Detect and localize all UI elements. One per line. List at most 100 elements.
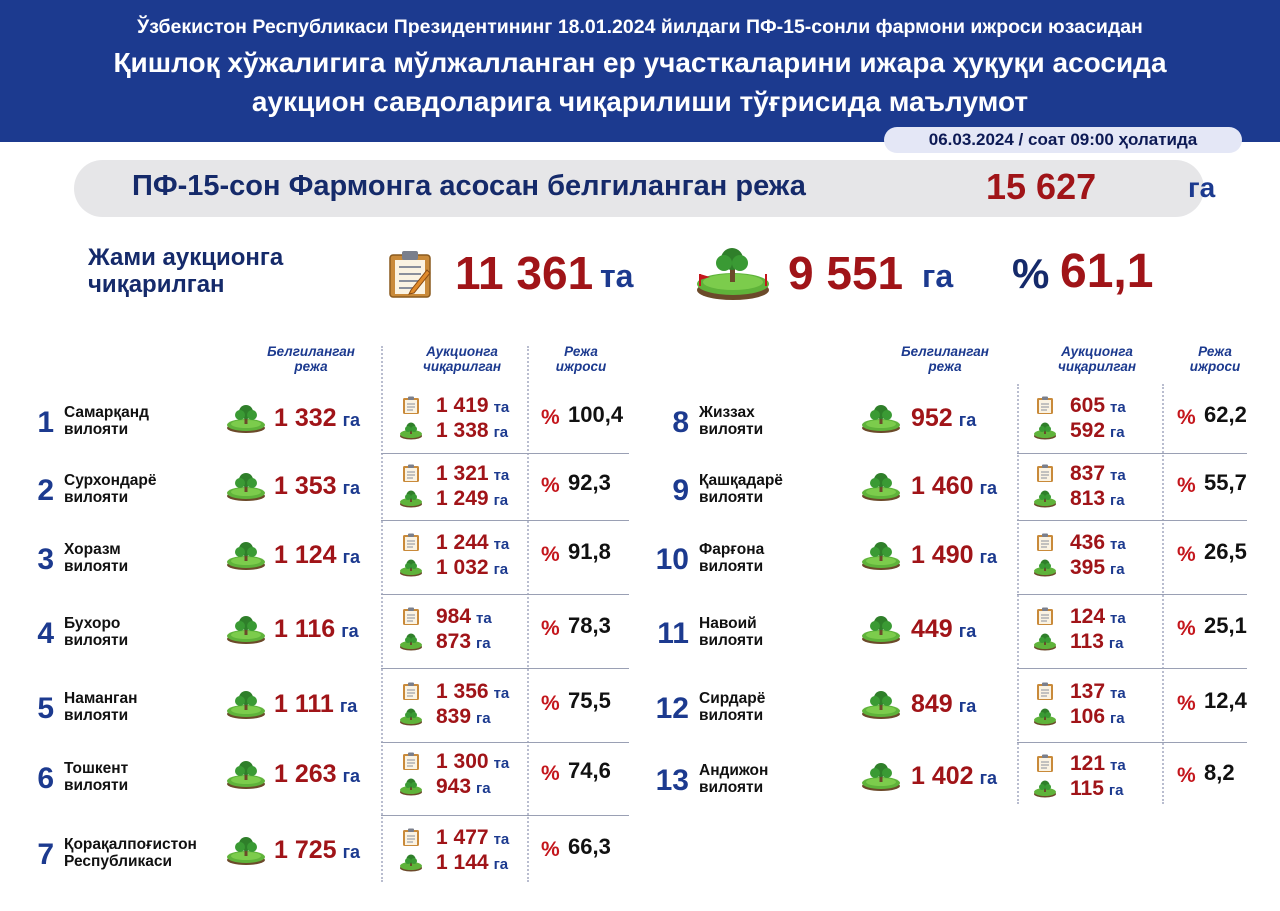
region-auction-area: 1 144 га <box>436 851 508 875</box>
colhead-text: Белгиланган <box>267 344 355 359</box>
region-count-value: 984 <box>436 605 472 628</box>
region-area-value: 943 <box>436 775 472 798</box>
land-plot-icon <box>226 836 266 866</box>
region-plan: 1 725 га <box>274 836 360 865</box>
colhead-text: чиқарилган <box>1057 359 1137 374</box>
land-plot-icon <box>861 541 901 571</box>
unit-ga: га <box>979 768 998 788</box>
unit-ga: га <box>1110 710 1125 727</box>
clipboard-icon <box>1036 396 1054 415</box>
region-plan: 1 353 га <box>274 472 360 501</box>
region-area-value: 1 249 <box>436 487 489 510</box>
unit-ga: га <box>342 410 361 430</box>
unit-ta: та <box>1110 536 1126 553</box>
unit-ga: га <box>342 842 361 862</box>
summary-area-unit: га <box>922 258 954 294</box>
date-badge: 06.03.2024 / соат 09:00 ҳолатида <box>884 127 1242 153</box>
unit-ta: та <box>493 831 510 848</box>
land-plot-icon <box>861 404 901 434</box>
region-auction-area: 1 338 га <box>436 419 508 443</box>
region-plan: 1 460 га <box>911 472 997 501</box>
unit-ga: га <box>493 856 509 873</box>
region-count-value: 837 <box>1070 462 1106 485</box>
row-separator <box>1017 520 1247 521</box>
column-separator <box>527 346 529 882</box>
row-separator <box>381 815 629 816</box>
region-plan: 1 332 га <box>274 404 360 433</box>
clipboard-icon <box>402 464 420 483</box>
region-row: 6 Тошкент вилояти 1 263 га 1 300 та 943 га% 74,6 <box>10 750 630 818</box>
region-plan-value: 1 263 <box>274 760 337 788</box>
clipboard-icon <box>402 752 420 771</box>
plan-unit: га <box>1188 172 1216 203</box>
unit-ga: га <box>493 492 509 509</box>
row-separator <box>381 520 629 521</box>
land-plot-icon <box>399 778 423 796</box>
region-auction-area: 943 га <box>436 775 491 799</box>
unit-ga: га <box>1110 561 1125 578</box>
region-percent: 91,8 <box>568 539 611 564</box>
region-name: Қорақалпоғистон Республикаси <box>64 836 197 870</box>
summary-label-line2: чиқарилган <box>88 271 225 298</box>
region-name: Сирдарё вилояти <box>699 690 765 724</box>
region-area-value: 873 <box>436 630 472 653</box>
region-number: 12 <box>655 692 689 725</box>
percent-sign: % <box>1177 474 1196 497</box>
land-plot-icon <box>1033 633 1057 651</box>
region-name-line1: Самарқанд <box>64 404 149 421</box>
region-auction-count: 1 300 та <box>436 750 509 774</box>
region-name: Самарқанд вилояти <box>64 404 149 438</box>
unit-ga: га <box>979 478 998 498</box>
region-name-line1: Навоий <box>699 615 757 632</box>
unit-ga: га <box>342 478 361 498</box>
row-separator <box>1017 453 1247 454</box>
region-auction-area: 592 га <box>1070 419 1125 443</box>
region-name: Қашқадарё вилояти <box>699 472 783 506</box>
percent-sign: % <box>1177 543 1196 566</box>
colhead-text: ижроси <box>555 359 607 374</box>
land-plot-icon <box>399 490 423 508</box>
plan-label: ПФ-15-сон Фармонга асосан белгиланган ре… <box>132 170 806 202</box>
region-percent: 74,6 <box>568 758 611 783</box>
region-name-line2: вилояти <box>699 489 764 506</box>
region-percent: 25,1 <box>1204 613 1247 638</box>
region-name: Жиззах вилояти <box>699 404 763 438</box>
region-count-value: 1 356 <box>436 680 489 703</box>
region-plan-value: 1 111 <box>274 690 334 718</box>
region-count-value: 124 <box>1070 605 1106 628</box>
region-name-line2: Республикаси <box>64 853 173 870</box>
region-name-line2: вилояти <box>699 632 764 649</box>
region-auction-count: 121 та <box>1070 752 1126 776</box>
region-count-value: 121 <box>1070 752 1106 775</box>
unit-ta: та <box>1110 610 1126 627</box>
region-plan: 1 402 га <box>911 762 997 791</box>
summary-percent: 61,1 <box>1060 245 1154 298</box>
summary-label: Жами аукционга чиқарилган <box>88 244 283 298</box>
region-row: 4 Бухоро вилояти 1 116 га 984 та 873 га% 78,3 <box>10 605 630 673</box>
clipboard-icon <box>402 682 420 701</box>
region-row: 9 Қашқадарё вилояти 1 460 га 837 та 813 га% 55,7 <box>665 462 1280 530</box>
region-name: Наманган вилояти <box>64 690 138 724</box>
region-plan-value: 1 332 <box>274 404 337 432</box>
land-plot-icon <box>861 690 901 720</box>
region-percent: 62,2 <box>1204 402 1247 427</box>
land-plot-icon <box>399 633 423 651</box>
unit-ta: та <box>493 755 510 772</box>
region-name-line2: вилояти <box>64 777 129 794</box>
region-area-value: 1 032 <box>436 556 489 579</box>
region-plan-value: 1 116 <box>274 615 336 643</box>
land-plot-icon <box>697 248 769 300</box>
region-number: 9 <box>672 474 689 507</box>
region-row: 3 Хоразм вилояти 1 124 га 1 244 та 1 032 га% 91,8 <box>10 531 630 599</box>
region-auction-count: 436 та <box>1070 531 1126 555</box>
region-name: Тошкент вилояти <box>64 760 128 794</box>
region-name-line1: Сирдарё <box>699 690 766 707</box>
region-percent: 78,3 <box>568 613 611 638</box>
clipboard-icon <box>402 607 420 626</box>
column-separator <box>381 346 383 882</box>
region-plan-value: 1 490 <box>911 541 974 569</box>
unit-ga: га <box>493 561 509 578</box>
region-percent: 66,3 <box>568 834 611 859</box>
region-percent: 55,7 <box>1204 470 1247 495</box>
land-plot-icon <box>399 559 423 577</box>
